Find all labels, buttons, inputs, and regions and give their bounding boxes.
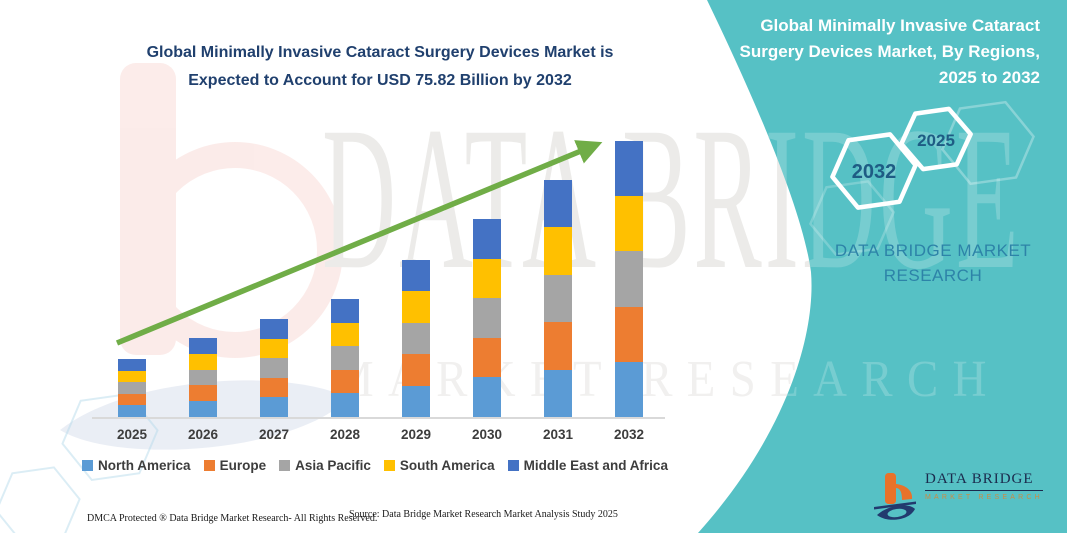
bar-segment-2031-north-america xyxy=(544,369,572,417)
hexagon-2025-label: 2025 xyxy=(917,131,955,150)
x-axis-label-2026: 2026 xyxy=(187,427,219,442)
x-axis-label-2027: 2027 xyxy=(258,427,290,442)
panel-title: Global Minimally Invasive Cataract Surge… xyxy=(720,13,1040,91)
legend-swatch-middle-east-and-africa xyxy=(507,460,519,471)
chart-title-line: Expected to Account for USD 75.82 Billio… xyxy=(188,72,572,89)
bar-segment-2026-north-america xyxy=(189,401,217,417)
dbmr-logo-text: DATA BRIDGE MARKET RESEARCH xyxy=(925,471,1043,501)
legend-item-middle-east-and-africa: Middle East and Africa xyxy=(507,458,668,473)
legend-label-south-america: South America xyxy=(399,458,495,473)
dbmr-logo-name: DATA BRIDGE xyxy=(925,471,1043,491)
bar-segment-2032-europe xyxy=(615,306,643,362)
bar-segment-2025-north-america xyxy=(118,405,146,417)
bar-segment-2027-europe xyxy=(260,377,288,398)
year-hexagons: 2032 2025 xyxy=(808,100,1035,256)
hexagon-2032-label: 2032 xyxy=(852,161,897,183)
chart-title: Global Minimally Invasive Cataract Surge… xyxy=(105,39,655,95)
dmca-text: DMCA Protected ® Data Bridge Market Rese… xyxy=(87,513,378,524)
bar-segment-2028-europe xyxy=(331,369,359,394)
legend-label-europe: Europe xyxy=(219,458,267,473)
x-axis-label-2032: 2032 xyxy=(613,427,645,442)
bar-segment-2032-north-america xyxy=(615,361,643,417)
bar-segment-2026-europe xyxy=(189,385,217,402)
x-axis-label-2029: 2029 xyxy=(400,427,432,442)
bar-segment-2026-asia-pacific xyxy=(189,369,217,386)
bar-segment-2029-north-america xyxy=(402,385,430,417)
x-axis-label-2030: 2030 xyxy=(471,427,503,442)
legend-swatch-north-america xyxy=(82,460,94,471)
x-axis-label-2025: 2025 xyxy=(116,427,148,442)
bar-segment-2032-south-america xyxy=(615,196,643,252)
bar-segment-2027-north-america xyxy=(260,397,288,417)
panel-title-line: Surgery Devices Market, By Regions, xyxy=(739,42,1040,61)
hexagon-2025 xyxy=(899,106,973,172)
dbmr-logo-mark xyxy=(874,473,916,520)
x-axis-line xyxy=(92,417,665,419)
legend-label-asia-pacific: Asia Pacific xyxy=(295,458,371,473)
bar-segment-2032-middle-east-and-africa xyxy=(615,141,643,197)
bar-segment-2028-north-america xyxy=(331,393,359,417)
legend-label-middle-east-and-africa: Middle East and Africa xyxy=(523,458,668,473)
bar-segment-2025-middle-east-and-africa xyxy=(118,358,146,371)
legend: North America Europe Asia Pacific South Ame… xyxy=(82,458,668,473)
bar-segment-2028-asia-pacific xyxy=(331,346,359,370)
hexagon-outline-decor xyxy=(808,180,896,256)
x-axis-label-2031: 2031 xyxy=(542,427,574,442)
panel-title-line: Global Minimally Invasive Cataract xyxy=(760,16,1040,35)
legend-item-south-america: South America xyxy=(383,458,495,473)
legend-label-north-america: North America xyxy=(98,458,191,473)
bar-segment-2032-asia-pacific xyxy=(615,251,643,307)
bar-segment-2027-asia-pacific xyxy=(260,358,288,378)
hexagon-outline-decor xyxy=(941,100,1035,186)
side-panel xyxy=(698,0,1067,533)
legend-item-asia-pacific: Asia Pacific xyxy=(279,458,371,473)
dbmr-caption: DATA BRIDGE MARKET RESEARCH xyxy=(834,241,1032,285)
bar-segment-2025-europe xyxy=(118,393,146,406)
bar-segment-2026-south-america xyxy=(189,353,217,370)
bar-segment-2030-north-america xyxy=(473,377,501,417)
hexagon-2032 xyxy=(830,132,918,210)
bar-segment-2029-europe xyxy=(402,354,430,386)
watermark-hexagons xyxy=(0,392,159,533)
legend-item-europe: Europe xyxy=(203,458,267,473)
dbmr-logo: DATA BRIDGE MARKET RESEARCH xyxy=(872,471,1043,525)
legend-swatch-asia-pacific xyxy=(279,460,291,471)
x-axis-label-2028: 2028 xyxy=(329,427,361,442)
bar-segment-2025-south-america xyxy=(118,370,146,383)
bar-segment-2025-asia-pacific xyxy=(118,382,146,394)
legend-swatch-europe xyxy=(203,460,215,471)
chart-title-line: Global Minimally Invasive Cataract Surge… xyxy=(146,44,614,61)
source-text: Source: Data Bridge Market Research Mark… xyxy=(349,509,618,520)
legend-item-north-america: North America xyxy=(82,458,191,473)
dbmr-logo-tagline: MARKET RESEARCH xyxy=(925,494,1043,501)
panel-title-line: 2025 to 2032 xyxy=(938,68,1040,87)
legend-swatch-south-america xyxy=(383,460,395,471)
